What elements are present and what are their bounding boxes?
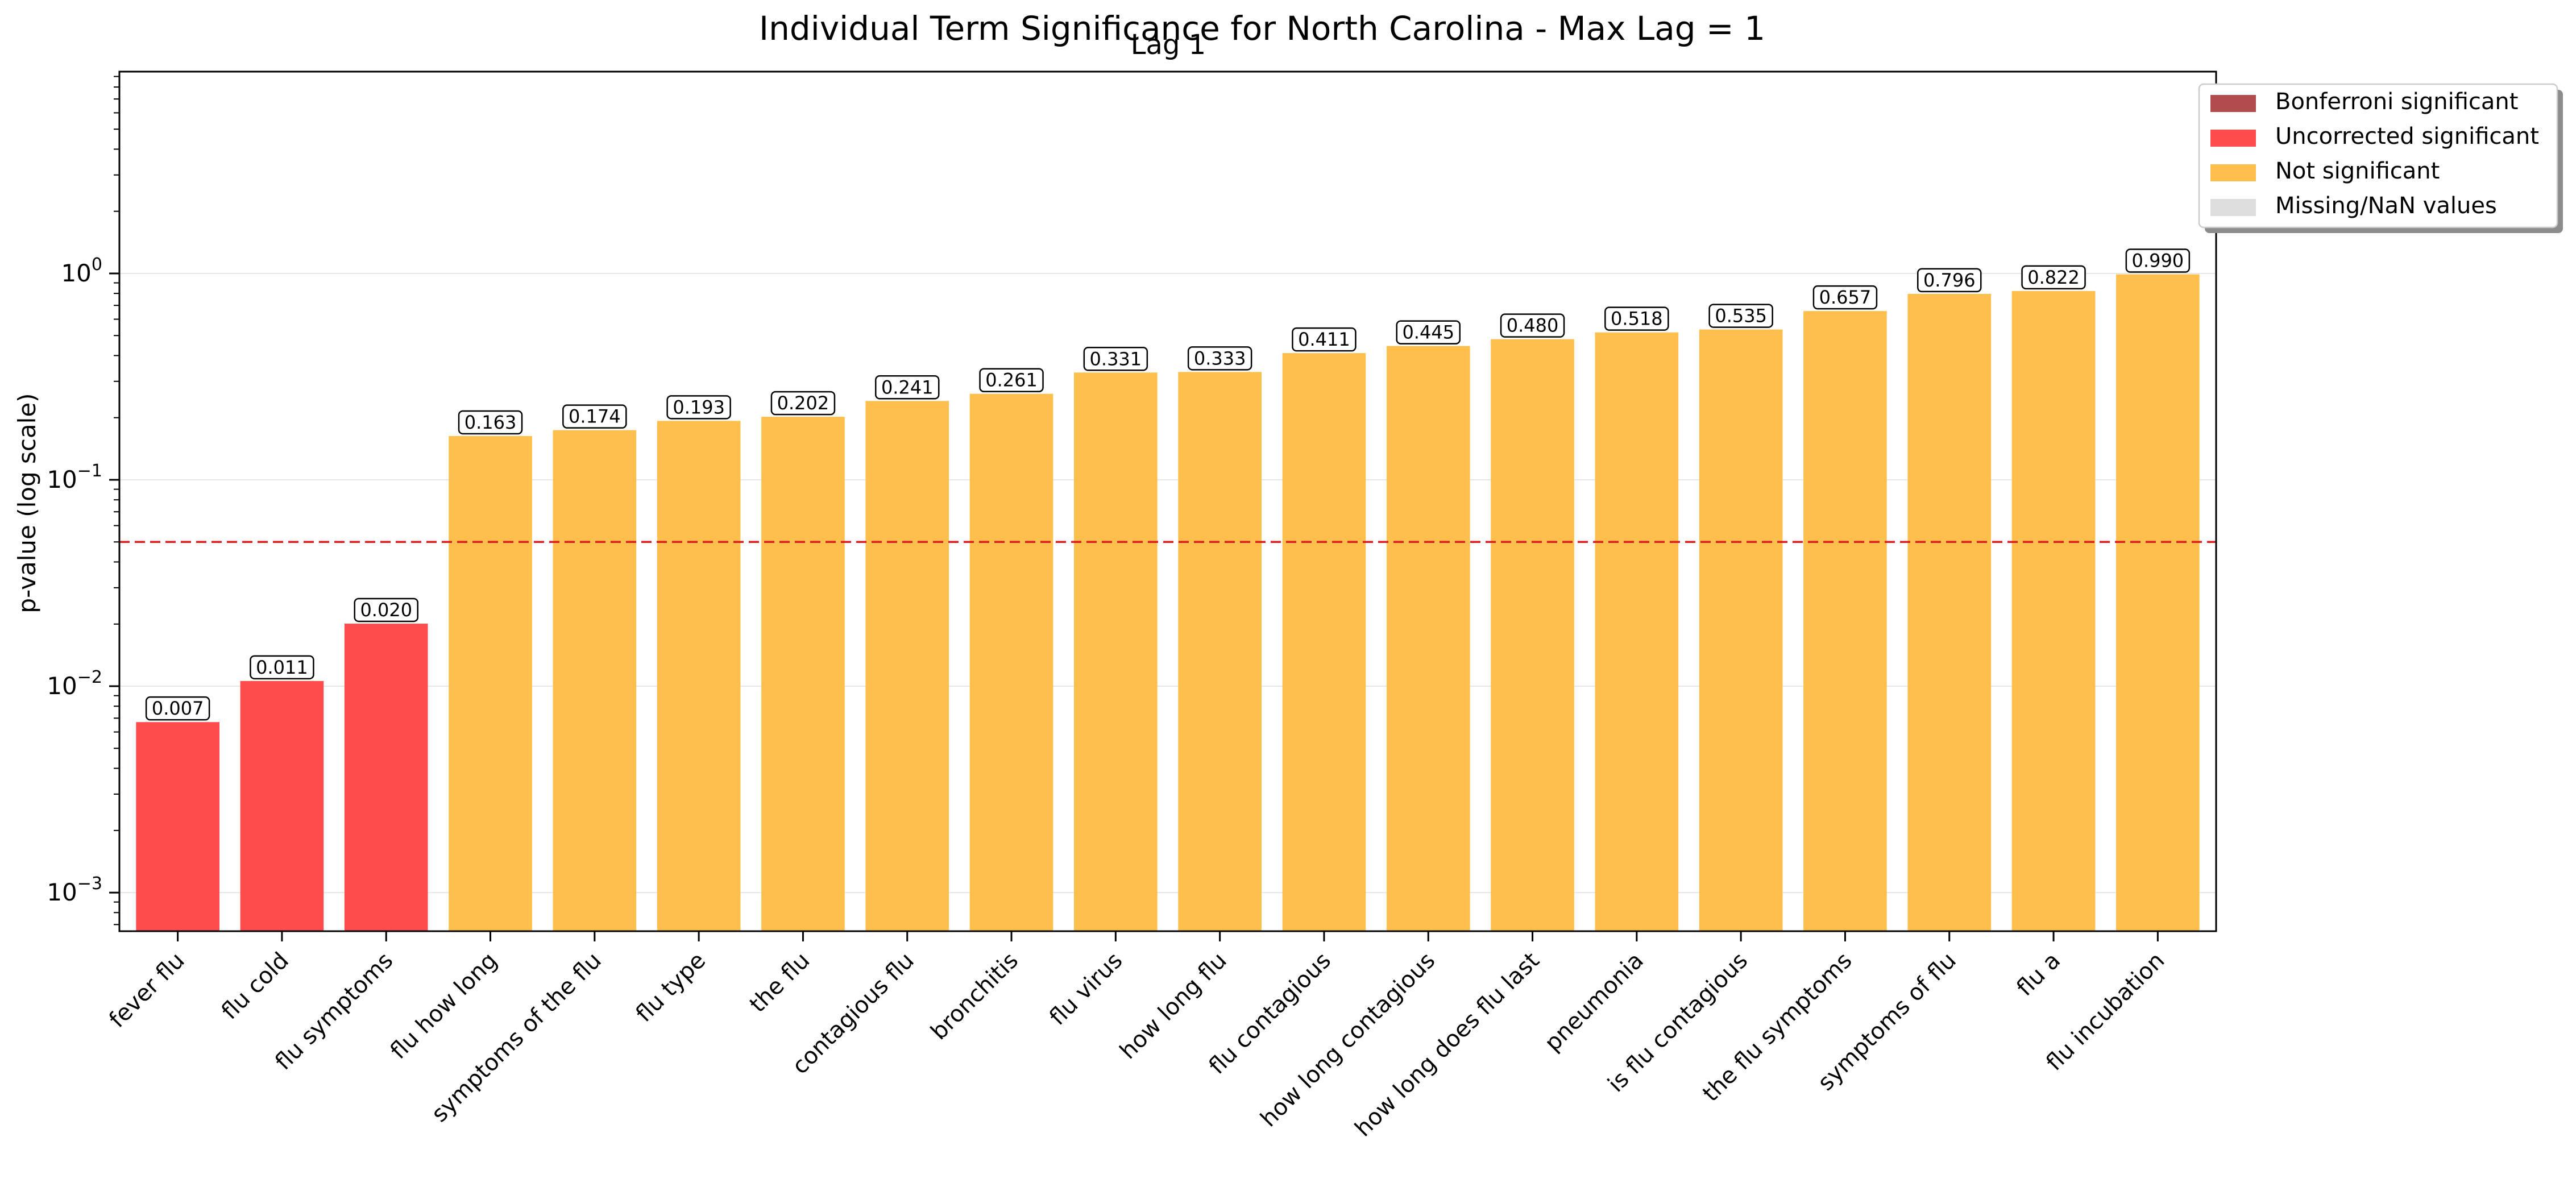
bar-label-box-3 (458, 410, 523, 435)
x-tick-label-10: how long flu (1115, 948, 1232, 1065)
bar-label-9: 0.331 (1090, 348, 1142, 370)
x-tick-label-8: bronchitis (926, 948, 1023, 1045)
bar-label-7: 0.241 (881, 376, 934, 398)
bar-label-4: 0.174 (569, 406, 621, 428)
bar-7 (865, 401, 949, 931)
bar-0 (136, 722, 219, 931)
bar-5 (657, 421, 741, 931)
bar-label-box-18 (2021, 265, 2086, 290)
bar-label-14: 0.518 (1611, 308, 1663, 330)
bar-label-10: 0.333 (1194, 347, 1246, 369)
bar-15 (1699, 329, 1783, 931)
bar-label-12: 0.445 (1402, 322, 1454, 343)
bar-label-16: 0.657 (1819, 287, 1872, 308)
y-tick-label-2: 10−1 (47, 461, 102, 493)
bar-label-18: 0.822 (2027, 267, 2080, 288)
y-tick-label-0: 10−3 (47, 874, 102, 906)
bar-2 (344, 623, 428, 931)
plot-frame (118, 70, 2217, 932)
bar-label-2: 0.020 (360, 599, 412, 621)
x-tick-label-9: flu virus (1044, 948, 1127, 1031)
bar-13 (1491, 339, 1574, 931)
bar-label-11: 0.411 (1298, 329, 1350, 350)
bars (136, 274, 2200, 932)
legend-label-2: Not significant (2275, 158, 2440, 184)
bar-label-box-17 (1917, 268, 1982, 293)
bar-6 (761, 417, 845, 931)
bar-label-box-5 (666, 395, 731, 420)
x-tick-label-14: pneumonia (1540, 948, 1649, 1057)
bar-label-box-13 (1500, 313, 1565, 338)
y-axis-label: p-value (log scale) (13, 393, 41, 613)
bar-label-box-1 (250, 655, 314, 680)
bar-label-8: 0.261 (985, 370, 1038, 391)
bar-label-0: 0.007 (152, 698, 204, 719)
legend: Bonferroni significant Uncorrected signif… (2198, 83, 2563, 233)
bar-label-box-4 (562, 404, 627, 429)
legend-label-1: Uncorrected significant (2275, 123, 2539, 150)
legend-swatch-3 (2210, 199, 2256, 216)
bar-label-6: 0.202 (777, 392, 829, 414)
bar-12 (1386, 346, 1470, 931)
bar-11 (1282, 353, 1366, 931)
bar-label-box-14 (1604, 306, 1669, 331)
bar-label-box-9 (1083, 347, 1148, 371)
x-tick-label-3: flu how long (385, 948, 503, 1065)
legend-swatch-0 (2210, 95, 2256, 112)
bar-16 (1803, 311, 1887, 932)
bar-label-13: 0.480 (1507, 315, 1559, 337)
x-tick-label-0: fever flu (104, 948, 189, 1033)
bar-label-box-7 (874, 375, 940, 400)
bar-17 (1907, 293, 1992, 931)
bar-label-box-2 (354, 597, 418, 623)
bar-14 (1595, 332, 1679, 931)
bar-8 (969, 393, 1053, 931)
x-tick-label-5: flu type (631, 948, 711, 1027)
bar-19 (2116, 274, 2200, 932)
legend-label-3: Missing/NaN values (2275, 193, 2497, 219)
bar-label-box-16 (1812, 285, 1878, 310)
bar-label-1: 0.011 (256, 657, 308, 678)
legend-box (2198, 83, 2558, 229)
bar-3 (449, 435, 532, 931)
legend-swatch-1 (2210, 130, 2256, 147)
grid (119, 272, 2216, 894)
legend-label-0: Bonferroni significant (2275, 89, 2518, 115)
bar-18 (2011, 291, 2096, 931)
bar-4 (553, 430, 637, 931)
bar-labels: 0.007 0.011 0.020 0.163 0.174 0.193 0.202 0.241… (145, 248, 2191, 721)
bar-label-17: 0.796 (1923, 269, 1976, 291)
x-tick-label-18: flu a (2012, 948, 2066, 1002)
bar-label-box-15 (1708, 304, 1773, 328)
bar-label-5: 0.193 (673, 396, 725, 418)
y-tick-label-3: 100 (61, 255, 102, 287)
x-tick-label-1: flu cold (217, 948, 294, 1025)
bar-label-15: 0.535 (1715, 305, 1767, 327)
bar-label-box-6 (770, 391, 836, 416)
x-tick-label-4: symptoms of the flu (426, 948, 607, 1128)
legend-swatch-2 (2210, 164, 2256, 181)
chart-title: Individual Term Significance for North C… (759, 9, 1765, 48)
bar-label-box-19 (2125, 248, 2191, 273)
bar-1 (240, 680, 324, 931)
y-tick-label-1: 10−2 (47, 667, 102, 700)
bar-10 (1178, 372, 1262, 931)
bar-label-box-10 (1187, 346, 1252, 371)
x-tick-label-13: how long does flu last (1350, 948, 1545, 1142)
bar-label-box-12 (1396, 320, 1461, 345)
chart-subtitle: Lag 1 (1131, 29, 1206, 61)
bar-label-box-8 (979, 368, 1044, 392)
bar-label-box-0 (145, 696, 210, 721)
bar-label-box-11 (1292, 327, 1357, 352)
bar-9 (1074, 372, 1158, 931)
bar-label-19: 0.990 (2132, 250, 2184, 272)
y-axis: 10−3 10−2 10−1 100 (47, 76, 119, 926)
x-tick-label-12: how long contagious (1255, 948, 1440, 1132)
x-tick-label-6: the flu (745, 948, 815, 1018)
bar-label-3: 0.163 (464, 412, 517, 433)
